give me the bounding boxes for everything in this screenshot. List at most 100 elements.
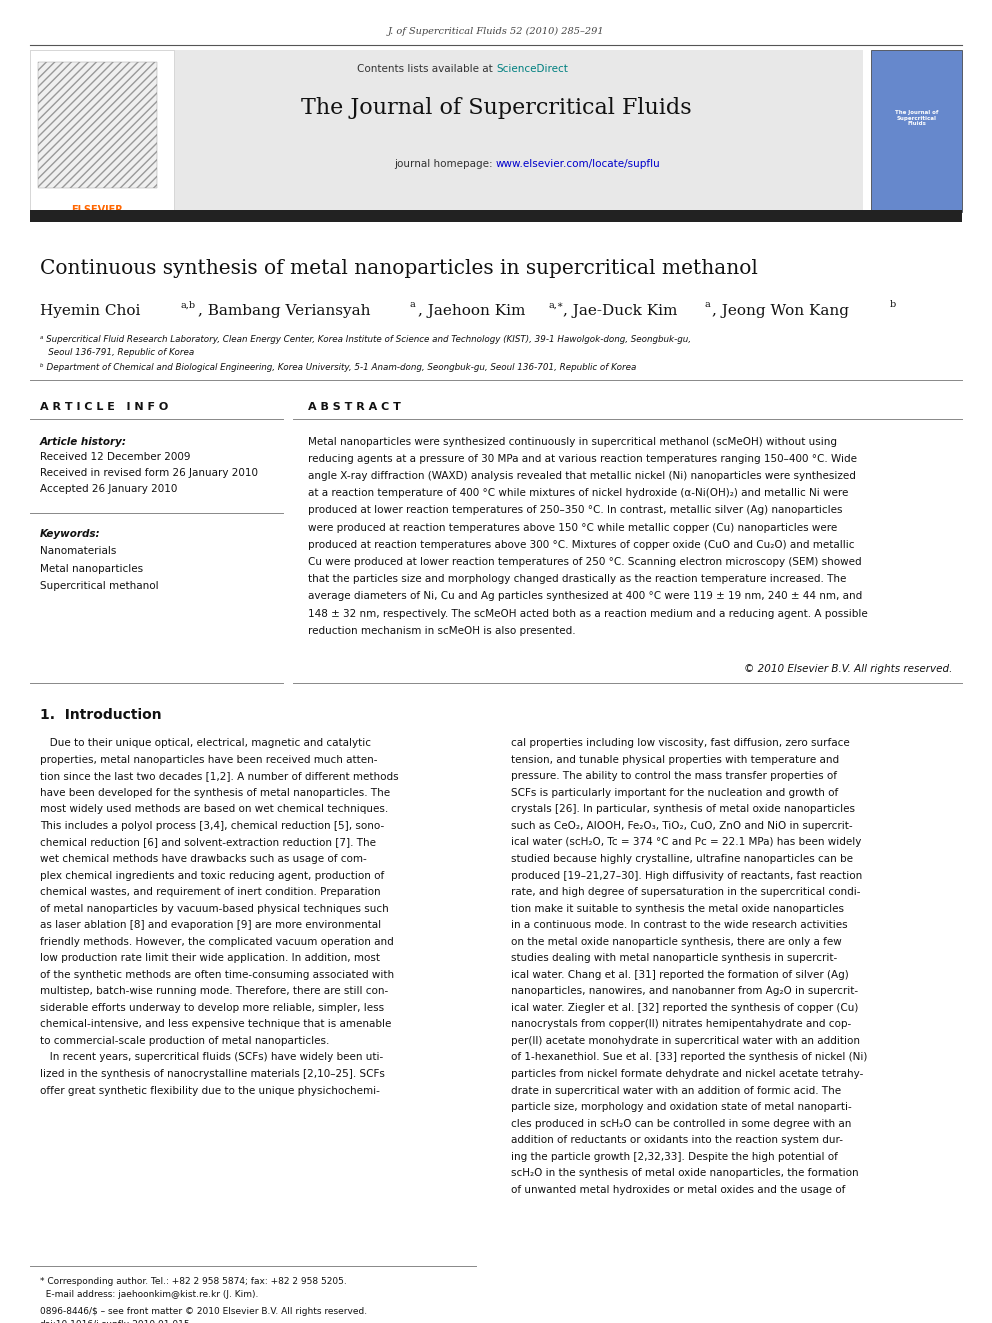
Text: that the particles size and morphology changed drastically as the reaction tempe: that the particles size and morphology c… xyxy=(308,574,846,585)
Text: Metal nanoparticles: Metal nanoparticles xyxy=(40,564,143,574)
Text: most widely used methods are based on wet chemical techniques.: most widely used methods are based on we… xyxy=(40,804,388,815)
Text: angle X-ray diffraction (WAXD) analysis revealed that metallic nickel (Ni) nanop: angle X-ray diffraction (WAXD) analysis … xyxy=(308,471,855,482)
Text: b: b xyxy=(890,300,896,310)
Text: in a continuous mode. In contrast to the wide research activities: in a continuous mode. In contrast to the… xyxy=(511,919,847,930)
Text: lized in the synthesis of nanocrystalline materials [2,10–25]. SCFs: lized in the synthesis of nanocrystallin… xyxy=(40,1069,385,1080)
Text: E-mail address: jaehoonkim@kist.re.kr (J. Kim).: E-mail address: jaehoonkim@kist.re.kr (J… xyxy=(40,1290,258,1299)
Text: , Bambang Veriansyah: , Bambang Veriansyah xyxy=(198,304,371,319)
Text: of unwanted metal hydroxides or metal oxides and the usage of: of unwanted metal hydroxides or metal ox… xyxy=(511,1184,845,1195)
Text: crystals [26]. In particular, synthesis of metal oxide nanoparticles: crystals [26]. In particular, synthesis … xyxy=(511,804,855,815)
Text: nanoparticles, nanowires, and nanobanner from Ag₂O in supercrit-: nanoparticles, nanowires, and nanobanner… xyxy=(511,986,858,996)
Text: friendly methods. However, the complicated vacuum operation and: friendly methods. However, the complicat… xyxy=(40,937,394,947)
Text: a: a xyxy=(410,300,416,310)
Text: reduction mechanism in scMeOH is also presented.: reduction mechanism in scMeOH is also pr… xyxy=(308,626,575,636)
Text: plex chemical ingredients and toxic reducing agent, production of: plex chemical ingredients and toxic redu… xyxy=(40,871,384,881)
Text: nanocrystals from copper(II) nitrates hemipentahydrate and cop-: nanocrystals from copper(II) nitrates he… xyxy=(511,1019,851,1029)
Text: Contents lists available at: Contents lists available at xyxy=(357,64,496,74)
Text: Seoul 136-791, Republic of Korea: Seoul 136-791, Republic of Korea xyxy=(40,348,193,357)
Text: Nanomaterials: Nanomaterials xyxy=(40,546,116,557)
Text: ScienceDirect: ScienceDirect xyxy=(496,64,567,74)
Text: Received in revised form 26 January 2010: Received in revised form 26 January 2010 xyxy=(40,468,258,479)
Text: offer great synthetic flexibility due to the unique physichochemi-: offer great synthetic flexibility due to… xyxy=(40,1085,380,1095)
Text: , Jeong Won Kang: , Jeong Won Kang xyxy=(712,304,849,319)
Text: ELSEVIER: ELSEVIER xyxy=(71,205,123,216)
Text: chemical reduction [6] and solvent-extraction reduction [7]. The: chemical reduction [6] and solvent-extra… xyxy=(40,837,376,848)
Bar xyxy=(30,50,863,212)
Text: A B S T R A C T: A B S T R A C T xyxy=(308,402,401,413)
Text: The Journal of Supercritical Fluids: The Journal of Supercritical Fluids xyxy=(301,97,691,119)
Text: properties, metal nanoparticles have been received much atten-: properties, metal nanoparticles have bee… xyxy=(40,754,377,765)
Text: ing the particle growth [2,32,33]. Despite the high potential of: ing the particle growth [2,32,33]. Despi… xyxy=(511,1151,838,1162)
Text: cal properties including low viscosity, fast diffusion, zero surface: cal properties including low viscosity, … xyxy=(511,738,849,749)
Text: Supercritical methanol: Supercritical methanol xyxy=(40,581,159,591)
Text: studied because highly crystalline, ultrafine nanoparticles can be: studied because highly crystalline, ultr… xyxy=(511,853,853,864)
Text: tion make it suitable to synthesis the metal oxide nanoparticles: tion make it suitable to synthesis the m… xyxy=(511,904,844,914)
Text: wet chemical methods have drawbacks such as usage of com-: wet chemical methods have drawbacks such… xyxy=(40,853,366,864)
Text: journal homepage:: journal homepage: xyxy=(394,159,496,169)
Text: chemical wastes, and requirement of inert condition. Preparation: chemical wastes, and requirement of iner… xyxy=(40,886,380,897)
Text: 1.  Introduction: 1. Introduction xyxy=(40,708,162,722)
Text: Metal nanoparticles were synthesized continuously in supercritical methanol (scM: Metal nanoparticles were synthesized con… xyxy=(308,437,836,447)
Text: to commercial-scale production of metal nanoparticles.: to commercial-scale production of metal … xyxy=(40,1036,329,1046)
Text: such as CeO₂, AlOOH, Fe₂O₃, TiO₂, CuO, ZnO and NiO in supercrit-: such as CeO₂, AlOOH, Fe₂O₃, TiO₂, CuO, Z… xyxy=(511,820,852,831)
Text: A R T I C L E   I N F O: A R T I C L E I N F O xyxy=(40,402,168,413)
Text: as laser ablation [8] and evaporation [9] are more environmental: as laser ablation [8] and evaporation [9… xyxy=(40,919,381,930)
Text: Due to their unique optical, electrical, magnetic and catalytic: Due to their unique optical, electrical,… xyxy=(40,738,371,749)
Text: scH₂O in the synthesis of metal oxide nanoparticles, the formation: scH₂O in the synthesis of metal oxide na… xyxy=(511,1168,858,1179)
Text: a: a xyxy=(704,300,710,310)
Text: In recent years, supercritical fluids (SCFs) have widely been uti-: In recent years, supercritical fluids (S… xyxy=(40,1052,383,1062)
Text: J. of Supercritical Fluids 52 (2010) 285–291: J. of Supercritical Fluids 52 (2010) 285… xyxy=(388,26,604,36)
Text: ical water (scH₂O, Tc = 374 °C and Pc = 22.1 MPa) has been widely: ical water (scH₂O, Tc = 374 °C and Pc = … xyxy=(511,837,861,848)
Text: SCFs is particularly important for the nucleation and growth of: SCFs is particularly important for the n… xyxy=(511,787,838,798)
Text: doi:10.1016/j.supflu.2010.01.015: doi:10.1016/j.supflu.2010.01.015 xyxy=(40,1320,190,1323)
Text: This includes a polyol process [3,4], chemical reduction [5], sono-: This includes a polyol process [3,4], ch… xyxy=(40,820,384,831)
Text: Hyemin Choi: Hyemin Choi xyxy=(40,304,140,319)
Text: chemical-intensive, and less expensive technique that is amenable: chemical-intensive, and less expensive t… xyxy=(40,1019,391,1029)
Text: multistep, batch-wise running mode. Therefore, there are still con-: multistep, batch-wise running mode. Ther… xyxy=(40,986,388,996)
Text: ᵇ Department of Chemical and Biological Engineering, Korea University, 5-1 Anam-: ᵇ Department of Chemical and Biological … xyxy=(40,363,636,372)
Text: a,b: a,b xyxy=(181,300,195,310)
Text: tion since the last two decades [1,2]. A number of different methods: tion since the last two decades [1,2]. A… xyxy=(40,771,399,782)
Text: , Jaehoon Kim: , Jaehoon Kim xyxy=(418,304,525,319)
Text: of the synthetic methods are often time-consuming associated with: of the synthetic methods are often time-… xyxy=(40,970,394,980)
Text: per(II) acetate monohydrate in supercritical water with an addition: per(II) acetate monohydrate in supercrit… xyxy=(511,1036,860,1046)
Text: at a reaction temperature of 400 °C while mixtures of nickel hydroxide (α-Ni(OH): at a reaction temperature of 400 °C whil… xyxy=(308,488,848,499)
Text: a,∗: a,∗ xyxy=(549,300,564,310)
Text: addition of reductants or oxidants into the reaction system dur-: addition of reductants or oxidants into … xyxy=(511,1135,843,1146)
Bar xyxy=(30,210,962,222)
Text: cles produced in scH₂O can be controlled in some degree with an: cles produced in scH₂O can be controlled… xyxy=(511,1118,851,1129)
Text: pressure. The ability to control the mass transfer properties of: pressure. The ability to control the mas… xyxy=(511,771,837,782)
Text: produced at reaction temperatures above 300 °C. Mixtures of copper oxide (CuO an: produced at reaction temperatures above … xyxy=(308,540,854,550)
Text: particle size, morphology and oxidation state of metal nanoparti-: particle size, morphology and oxidation … xyxy=(511,1102,851,1113)
Text: Accepted 26 January 2010: Accepted 26 January 2010 xyxy=(40,484,177,495)
Text: average diameters of Ni, Cu and Ag particles synthesized at 400 °C were 119 ± 19: average diameters of Ni, Cu and Ag parti… xyxy=(308,591,862,602)
Text: Article history:: Article history: xyxy=(40,437,127,447)
Text: tension, and tunable physical properties with temperature and: tension, and tunable physical properties… xyxy=(511,754,839,765)
Text: low production rate limit their wide application. In addition, most: low production rate limit their wide app… xyxy=(40,953,380,963)
Text: siderable efforts underway to develop more reliable, simpler, less: siderable efforts underway to develop mo… xyxy=(40,1003,384,1013)
Bar xyxy=(38,62,157,188)
Text: www.elsevier.com/locate/supflu: www.elsevier.com/locate/supflu xyxy=(496,159,661,169)
Text: The Journal of
Supercritical
Fluids: The Journal of Supercritical Fluids xyxy=(895,110,938,127)
Text: studies dealing with metal nanoparticle synthesis in supercrit-: studies dealing with metal nanoparticle … xyxy=(511,953,837,963)
Text: of 1-hexanethiol. Sue et al. [33] reported the synthesis of nickel (Ni): of 1-hexanethiol. Sue et al. [33] report… xyxy=(511,1052,867,1062)
Text: 0896-8446/$ – see front matter © 2010 Elsevier B.V. All rights reserved.: 0896-8446/$ – see front matter © 2010 El… xyxy=(40,1307,367,1316)
Text: Keywords:: Keywords: xyxy=(40,529,100,540)
Text: Continuous synthesis of metal nanoparticles in supercritical methanol: Continuous synthesis of metal nanopartic… xyxy=(40,259,758,278)
Text: Cu were produced at lower reaction temperatures of 250 °C. Scanning electron mic: Cu were produced at lower reaction tempe… xyxy=(308,557,861,568)
Text: rate, and high degree of supersaturation in the supercritical condi-: rate, and high degree of supersaturation… xyxy=(511,886,860,897)
Text: produced at lower reaction temperatures of 250–350 °C. In contrast, metallic sil: produced at lower reaction temperatures … xyxy=(308,505,842,516)
Bar xyxy=(30,50,174,212)
Text: * Corresponding author. Tel.: +82 2 958 5874; fax: +82 2 958 5205.: * Corresponding author. Tel.: +82 2 958 … xyxy=(40,1277,346,1286)
Text: particles from nickel formate dehydrate and nickel acetate tetrahy-: particles from nickel formate dehydrate … xyxy=(511,1069,863,1080)
Text: have been developed for the synthesis of metal nanoparticles. The: have been developed for the synthesis of… xyxy=(40,787,390,798)
Bar xyxy=(871,50,962,212)
Text: ical water. Ziegler et al. [32] reported the synthesis of copper (Cu): ical water. Ziegler et al. [32] reported… xyxy=(511,1003,858,1013)
Text: of metal nanoparticles by vacuum-based physical techniques such: of metal nanoparticles by vacuum-based p… xyxy=(40,904,389,914)
Text: , Jae-Duck Kim: , Jae-Duck Kim xyxy=(563,304,678,319)
Text: were produced at reaction temperatures above 150 °C while metallic copper (Cu) n: were produced at reaction temperatures a… xyxy=(308,523,837,533)
Text: produced [19–21,27–30]. High diffusivity of reactants, fast reaction: produced [19–21,27–30]. High diffusivity… xyxy=(511,871,862,881)
Text: reducing agents at a pressure of 30 MPa and at various reaction temperatures ran: reducing agents at a pressure of 30 MPa … xyxy=(308,454,856,464)
Text: ical water. Chang et al. [31] reported the formation of silver (Ag): ical water. Chang et al. [31] reported t… xyxy=(511,970,848,980)
Text: ᵃ Supercritical Fluid Research Laboratory, Clean Energy Center, Korea Institute : ᵃ Supercritical Fluid Research Laborator… xyxy=(40,335,690,344)
